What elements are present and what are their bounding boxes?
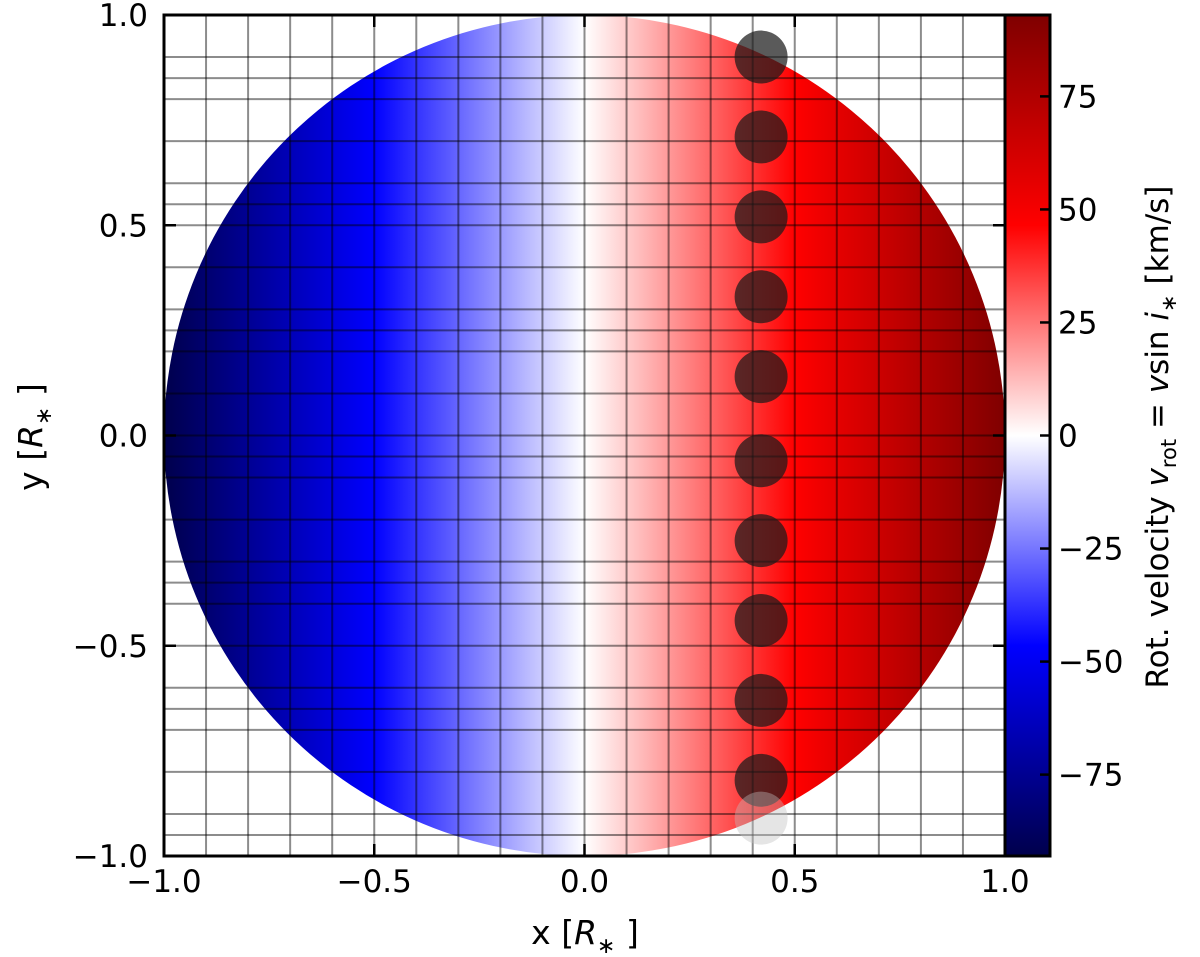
grid: [163, 14, 1006, 857]
x-tick-label: 0.0: [560, 864, 609, 900]
colorbar-tick-label: 75: [1058, 79, 1097, 115]
x-axis-ticks: −1.0 −0.5 0.0 0.5 1.0: [126, 15, 1030, 900]
planet-position-5: [734, 350, 788, 404]
y-tick-label: −1.0: [73, 839, 148, 875]
colorbar-tick-label: −75: [1058, 758, 1123, 794]
colorbar-ticks: −75 −50 −25 0 25 50 75: [1040, 79, 1123, 794]
planet-position-7: [734, 514, 788, 568]
stellar-disk: [164, 15, 1005, 856]
y-tick-label: 1.0: [99, 0, 148, 34]
planet-position-10: [734, 753, 788, 807]
x-tick-label: 0.5: [770, 864, 819, 900]
plot-area: −1.0 −0.5 0.0 0.5 1.0 −1.0 −0.5 0.0 0.5 1.0: [73, 0, 1030, 900]
x-tick-label: 1.0: [980, 864, 1029, 900]
x-axis-label: x [R∗ ]: [531, 913, 639, 957]
colorbar: −75 −50 −25 0 25 50 75: [1003, 13, 1123, 858]
colorbar-tick-label: −50: [1058, 645, 1123, 681]
x-tick-label: −1.0: [126, 864, 201, 900]
planet-position-8: [734, 594, 788, 648]
colorbar-tick-label: −25: [1058, 532, 1123, 568]
y-tick-label: 0.5: [99, 208, 148, 244]
y-tick-label: 0.0: [99, 419, 148, 455]
planet-position-2: [734, 110, 788, 164]
planet-position-4: [734, 270, 788, 324]
colorbar-tick-label: 25: [1058, 305, 1097, 341]
planet-position-3: [734, 190, 788, 244]
y-axis-ticks: −1.0 −0.5 0.0 0.5 1.0: [73, 0, 1005, 875]
planet-position-9: [734, 673, 788, 727]
x-tick-label: −0.5: [337, 864, 412, 900]
y-tick-label: −0.5: [73, 629, 148, 665]
y-axis-label: y [R∗ ]: [11, 383, 57, 491]
colorbar-label: Rot. velocity vrot = vsin i∗ [km/s]: [1140, 186, 1181, 689]
colorbar-tick-label: 50: [1058, 192, 1097, 228]
planet-position-6: [734, 434, 788, 488]
planet-transit-positions: [734, 30, 788, 845]
planet-position-11: [734, 791, 788, 845]
planet-position-1: [734, 30, 788, 84]
colorbar-tick-label: 0: [1058, 419, 1078, 455]
